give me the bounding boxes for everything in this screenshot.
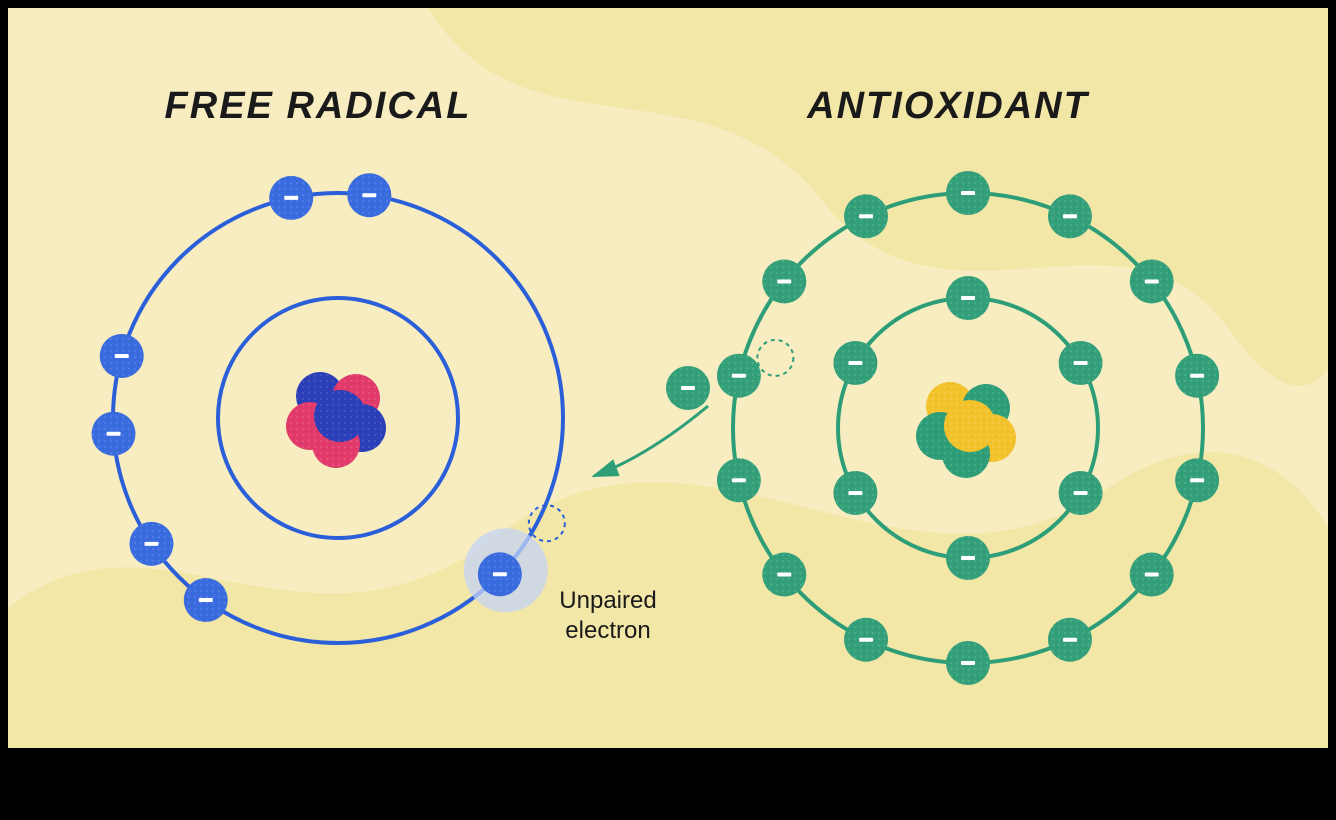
fr-electron-0 xyxy=(269,176,313,220)
atoms-diagram-svg: FREE RADICAL ANTIOXIDANT Unpaired electron xyxy=(8,8,1328,748)
fr-electron-1 xyxy=(347,173,391,217)
fr-electron-0-minus xyxy=(284,196,298,200)
title-left: FREE RADICAL xyxy=(165,85,472,127)
fr-electron-2-minus xyxy=(107,432,121,436)
ax-outer-electron-7 xyxy=(946,641,990,685)
fr-electron-2 xyxy=(92,412,136,456)
ax-outer-electron-11 xyxy=(717,354,761,398)
ax-outer-electron-12-minus xyxy=(777,279,791,283)
caption-line1: Unpaired xyxy=(559,587,656,614)
fr-electron-6 xyxy=(478,552,522,596)
ax-outer-electron-12 xyxy=(762,259,806,303)
caption-line2: electron xyxy=(565,617,650,644)
fr-electron-4-minus xyxy=(199,598,213,602)
fr-electron-5 xyxy=(129,522,173,566)
ax-inner-electron-4-minus xyxy=(848,491,862,495)
ax-outer-electron-5-minus xyxy=(1145,573,1159,577)
title-right: ANTIOXIDANT xyxy=(806,85,1089,127)
ax-inner-electron-3-minus xyxy=(961,556,975,560)
fr-electron-4 xyxy=(184,578,228,622)
ax-outer-electron-2 xyxy=(1130,259,1174,303)
ax-outer-electron-10 xyxy=(717,458,761,502)
diagram-stage: FREE RADICAL ANTIOXIDANT Unpaired electron xyxy=(8,8,1328,748)
ax-outer-electron-6-minus xyxy=(1063,638,1077,642)
ax-outer-electron-0-minus xyxy=(961,191,975,195)
ax-inner-electron-0 xyxy=(946,276,990,320)
ax-inner-electron-5-minus xyxy=(848,361,862,365)
ax-outer-electron-4 xyxy=(1175,458,1219,502)
ax-inner-electron-0-minus xyxy=(961,296,975,300)
ax-outer-electron-2-minus xyxy=(1145,279,1159,283)
ax-outer-electron-7-minus xyxy=(961,661,975,665)
ax-outer-electron-4-minus xyxy=(1190,478,1204,482)
ax-outer-electron-11-minus xyxy=(732,374,746,378)
fr-electron-6-minus xyxy=(493,572,507,576)
ax-outer-electron-3 xyxy=(1175,354,1219,398)
ax-inner-electron-2-minus xyxy=(1074,491,1088,495)
ax-inner-electron-1 xyxy=(1059,341,1103,385)
ax-outer-electron-1-minus xyxy=(1063,214,1077,218)
ax-outer-electron-8-minus xyxy=(859,638,873,642)
ax-inner-electron-3 xyxy=(946,536,990,580)
ax-inner-electron-2 xyxy=(1059,471,1103,515)
ax-outer-electron-1 xyxy=(1048,194,1092,238)
ax-inner-electron-4 xyxy=(833,471,877,515)
fr-electron-3 xyxy=(100,334,144,378)
ax-outer-electron-0 xyxy=(946,171,990,215)
ax-inner-electron-5 xyxy=(833,341,877,385)
ax-outer-electron-5 xyxy=(1130,553,1174,597)
ax-inner-electron-1-minus xyxy=(1074,361,1088,365)
donated-electron-minus xyxy=(681,386,695,390)
ax-outer-electron-9 xyxy=(762,553,806,597)
ax-outer-electron-3-minus xyxy=(1190,374,1204,378)
donated-electron xyxy=(666,366,710,410)
ax-outer-electron-13-minus xyxy=(859,214,873,218)
fr-electron-1-minus xyxy=(362,193,376,197)
ax-outer-electron-6 xyxy=(1048,618,1092,662)
fr-electron-5-minus xyxy=(144,542,158,546)
ax-outer-electron-9-minus xyxy=(777,573,791,577)
fr-electron-3-minus xyxy=(115,354,129,358)
ax-outer-electron-10-minus xyxy=(732,478,746,482)
ax-outer-electron-8 xyxy=(844,618,888,662)
ax-outer-electron-13 xyxy=(844,194,888,238)
